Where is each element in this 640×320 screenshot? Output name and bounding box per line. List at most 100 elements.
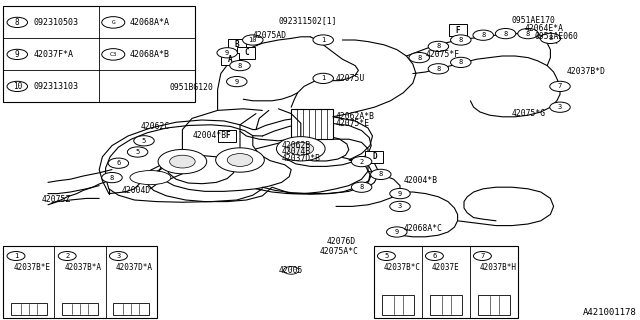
Text: 42037B*D: 42037B*D [566,68,605,76]
Circle shape [428,41,449,52]
FancyBboxPatch shape [113,303,149,315]
Text: G: G [111,20,115,25]
Text: 0951AE060: 0951AE060 [534,32,579,41]
Circle shape [243,35,263,45]
Circle shape [102,17,125,28]
FancyBboxPatch shape [479,295,511,315]
Text: 42037D*B: 42037D*B [282,154,321,163]
Circle shape [102,172,122,183]
Circle shape [227,154,253,166]
Bar [291,109,333,139]
Circle shape [170,155,195,168]
Circle shape [351,156,372,167]
Circle shape [7,252,25,260]
Circle shape [474,252,492,260]
Text: 8: 8 [459,37,463,43]
Text: 1: 1 [14,253,18,259]
Circle shape [313,35,333,45]
FancyBboxPatch shape [218,130,236,142]
Text: 8: 8 [526,31,530,36]
Circle shape [127,147,148,157]
Text: 10: 10 [13,82,22,91]
Text: F: F [455,26,460,35]
Text: 8: 8 [15,18,20,27]
Text: 42037F*A: 42037F*A [34,50,74,59]
Circle shape [518,28,538,39]
Text: 42075AD: 42075AD [253,31,287,40]
Text: 42037E: 42037E [432,263,460,272]
FancyBboxPatch shape [221,53,239,65]
Polygon shape [99,117,372,202]
Circle shape [313,73,333,84]
Text: 2: 2 [65,253,69,259]
Circle shape [428,64,449,74]
Text: 42075*F: 42075*F [426,50,460,59]
Circle shape [216,148,264,172]
Circle shape [378,252,396,260]
Circle shape [158,149,207,174]
Text: 42068A*B: 42068A*B [130,50,170,59]
Circle shape [495,28,516,39]
Text: 6: 6 [432,253,436,259]
FancyBboxPatch shape [237,47,255,59]
Text: 8: 8 [379,172,383,177]
Text: 092311502[1]: 092311502[1] [278,16,337,25]
Text: 42037D*A: 42037D*A [116,263,153,272]
Text: 8: 8 [436,44,440,49]
Text: 42062B: 42062B [282,141,311,150]
Circle shape [409,52,429,63]
Text: 8: 8 [548,36,552,41]
Circle shape [227,76,247,87]
Text: 2: 2 [360,159,364,164]
Text: 42004*B: 42004*B [403,176,437,185]
Text: 42064E*A: 42064E*A [525,24,564,33]
Text: 42074B: 42074B [282,148,311,156]
Circle shape [351,182,372,192]
Text: D: D [372,152,377,161]
Text: 6: 6 [116,160,120,166]
Text: 42005: 42005 [278,266,303,275]
Text: C3: C3 [109,52,117,57]
Circle shape [276,137,325,161]
Text: 42075*G: 42075*G [512,109,546,118]
Circle shape [540,33,561,44]
Circle shape [390,201,410,212]
Text: C: C [244,48,249,57]
Text: 7: 7 [480,253,484,259]
Circle shape [109,252,127,260]
Text: 42075U: 42075U [336,74,365,83]
Circle shape [134,136,154,146]
Text: 3: 3 [116,253,120,259]
FancyBboxPatch shape [374,246,518,318]
Text: 8: 8 [360,184,364,190]
Text: 7: 7 [558,84,562,89]
Circle shape [7,49,28,60]
Text: 8: 8 [436,66,440,72]
Text: 8: 8 [481,32,485,38]
Text: 42004*B: 42004*B [193,132,227,140]
Text: 42076D: 42076D [326,237,356,246]
Text: 5: 5 [136,149,140,155]
Text: 3: 3 [398,204,402,209]
Text: 092310503: 092310503 [34,18,79,27]
Text: 42068A*C: 42068A*C [403,224,442,233]
Circle shape [284,267,299,274]
FancyBboxPatch shape [3,246,157,318]
Text: 42037B*C: 42037B*C [384,263,421,272]
Text: 42062C: 42062C [141,122,170,131]
FancyBboxPatch shape [430,295,463,315]
Text: 0951BG120: 0951BG120 [170,84,214,92]
Circle shape [102,49,125,60]
Text: 8: 8 [110,175,114,180]
Text: 1: 1 [321,76,325,81]
Circle shape [7,17,28,28]
Circle shape [387,227,407,237]
Text: 092313103: 092313103 [34,82,79,91]
Text: 42037B*E: 42037B*E [13,263,51,272]
Circle shape [230,60,250,71]
FancyBboxPatch shape [383,295,415,315]
Text: 8: 8 [504,31,508,36]
Text: 9: 9 [395,229,399,235]
Text: 42075*E: 42075*E [336,119,370,128]
Text: 9: 9 [235,79,239,84]
